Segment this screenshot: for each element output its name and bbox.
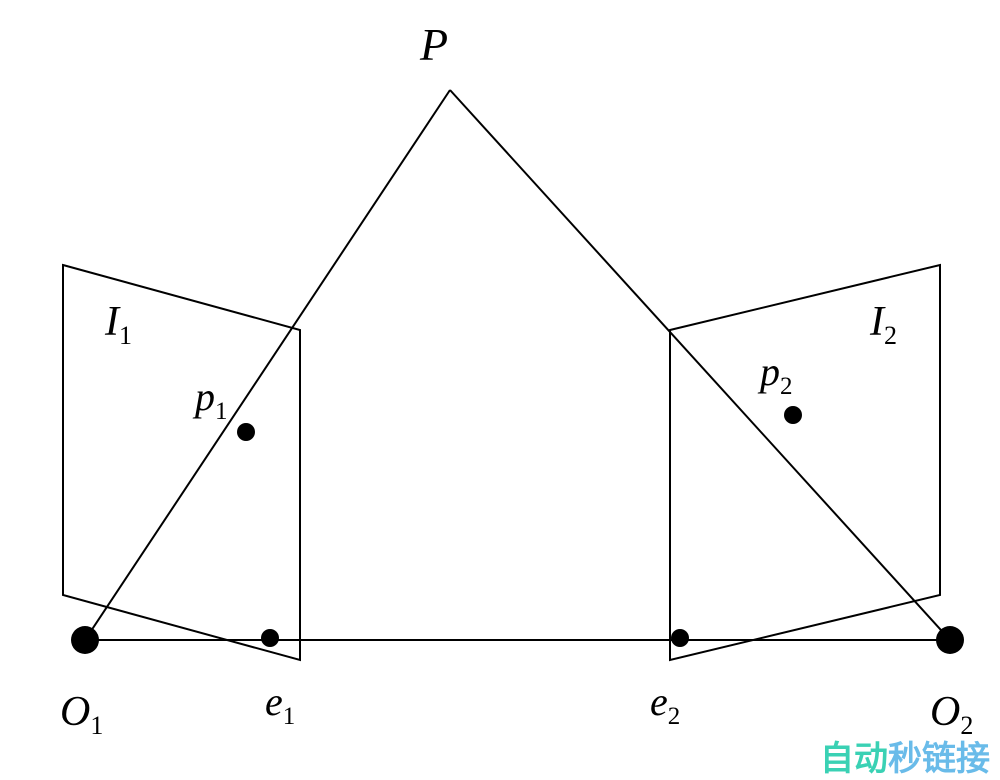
canvas-bg bbox=[0, 0, 1000, 780]
watermark-text: 自动秒链接 bbox=[820, 740, 990, 778]
point-e1 bbox=[261, 629, 279, 647]
epipolar-diagram: PO1O2p1p2e1e2I1I2自动秒链接 bbox=[0, 0, 1000, 780]
point-p1 bbox=[237, 423, 255, 441]
label-P: P bbox=[419, 19, 448, 70]
point-p2 bbox=[784, 406, 802, 424]
point-e2 bbox=[671, 629, 689, 647]
point-O1 bbox=[71, 626, 99, 654]
point-O2 bbox=[936, 626, 964, 654]
